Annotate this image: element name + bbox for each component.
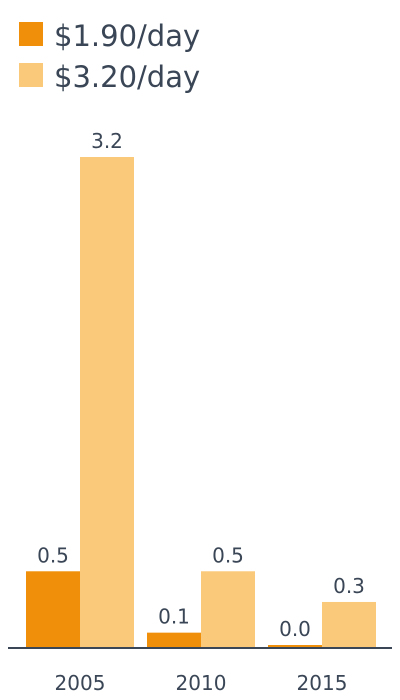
legend-label-series-1: $1.90/day — [54, 19, 200, 53]
data-label-2015-series-2: 0.3 — [333, 574, 365, 598]
legend: $1.90/day $3.20/day — [19, 19, 200, 94]
bar-2015-series-1 — [268, 645, 322, 648]
x-tick-label-2015: 2015 — [297, 671, 348, 695]
legend-label-series-2: $3.20/day — [54, 60, 200, 94]
bar-2005-series-1 — [26, 571, 80, 648]
data-label-2005-series-1: 0.5 — [37, 543, 69, 567]
x-axis-ticks: 2005 2010 2015 — [55, 671, 348, 695]
legend-swatch-series-2 — [19, 63, 43, 87]
data-label-2010-series-1: 0.1 — [158, 605, 190, 629]
bar-2010-series-2 — [201, 571, 255, 648]
x-tick-label-2005: 2005 — [55, 671, 106, 695]
legend-swatch-series-1 — [19, 22, 43, 46]
bar-2015-series-2 — [322, 601, 376, 648]
data-label-2005-series-2: 3.2 — [91, 129, 123, 153]
data-label-2015-series-1: 0.0 — [279, 617, 311, 641]
data-label-2010-series-2: 0.5 — [212, 543, 244, 567]
bar-2005-series-2 — [80, 157, 134, 648]
bars: 0.5 3.2 0.1 0.5 0.0 0.3 — [26, 129, 376, 648]
bar-2010-series-1 — [147, 632, 201, 648]
x-tick-label-2010: 2010 — [176, 671, 227, 695]
